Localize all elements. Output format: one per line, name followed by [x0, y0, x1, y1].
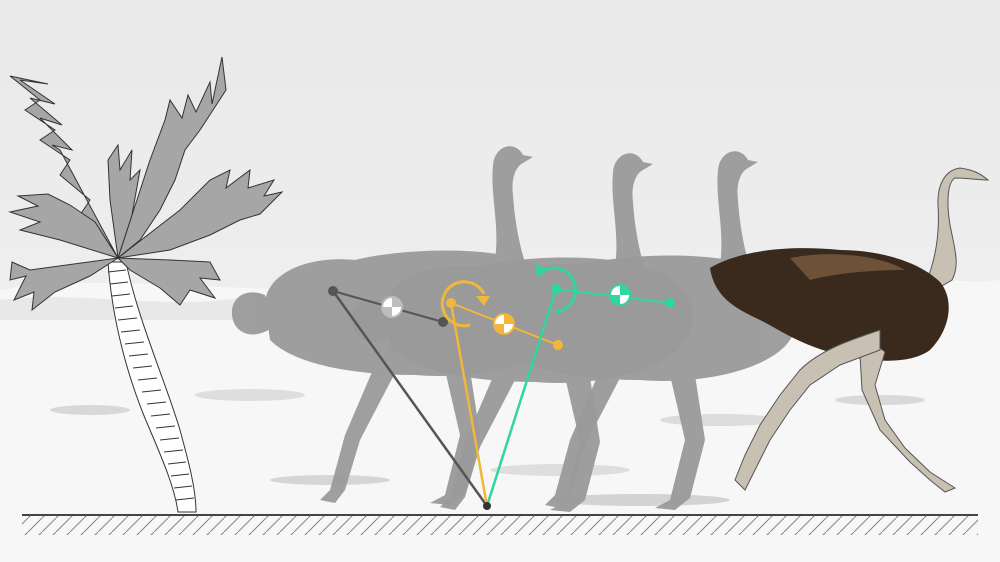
- orange-arrowhead-icon: [476, 296, 490, 306]
- orange-rotation-arrow: [440, 280, 486, 328]
- orange-center-of-mass-icon: [493, 313, 515, 335]
- green-center-of-mass-icon: [609, 284, 631, 306]
- foot-contact-point: [483, 502, 491, 510]
- ground-hatching: [22, 515, 978, 535]
- green-rotation-arrow: [540, 266, 578, 314]
- green-leg-line: [485, 288, 558, 507]
- ostrich-photo-body: [710, 248, 949, 361]
- gray-hip-point: [328, 286, 338, 296]
- gray-center-of-mass-icon: [381, 296, 403, 318]
- palm-tree: [8, 56, 284, 513]
- orange-end-point: [553, 340, 563, 350]
- gray-leg-line: [331, 290, 489, 507]
- orange-hip-point: [446, 298, 456, 308]
- green-end-point: [665, 298, 675, 308]
- ground-line: [22, 514, 978, 535]
- green-arrowhead-icon: [536, 264, 548, 278]
- gray-leg-pendulum: [328, 286, 489, 507]
- ostrich-photo: [710, 167, 990, 493]
- green-hip-point: [551, 284, 561, 294]
- palm-trunk: [107, 261, 197, 513]
- orange-leg-pendulum: [440, 280, 563, 507]
- gray-end-point: [438, 317, 448, 327]
- green-leg-pendulum: [485, 264, 675, 507]
- palm-fronds: [8, 56, 284, 312]
- orange-leg-line: [449, 302, 489, 507]
